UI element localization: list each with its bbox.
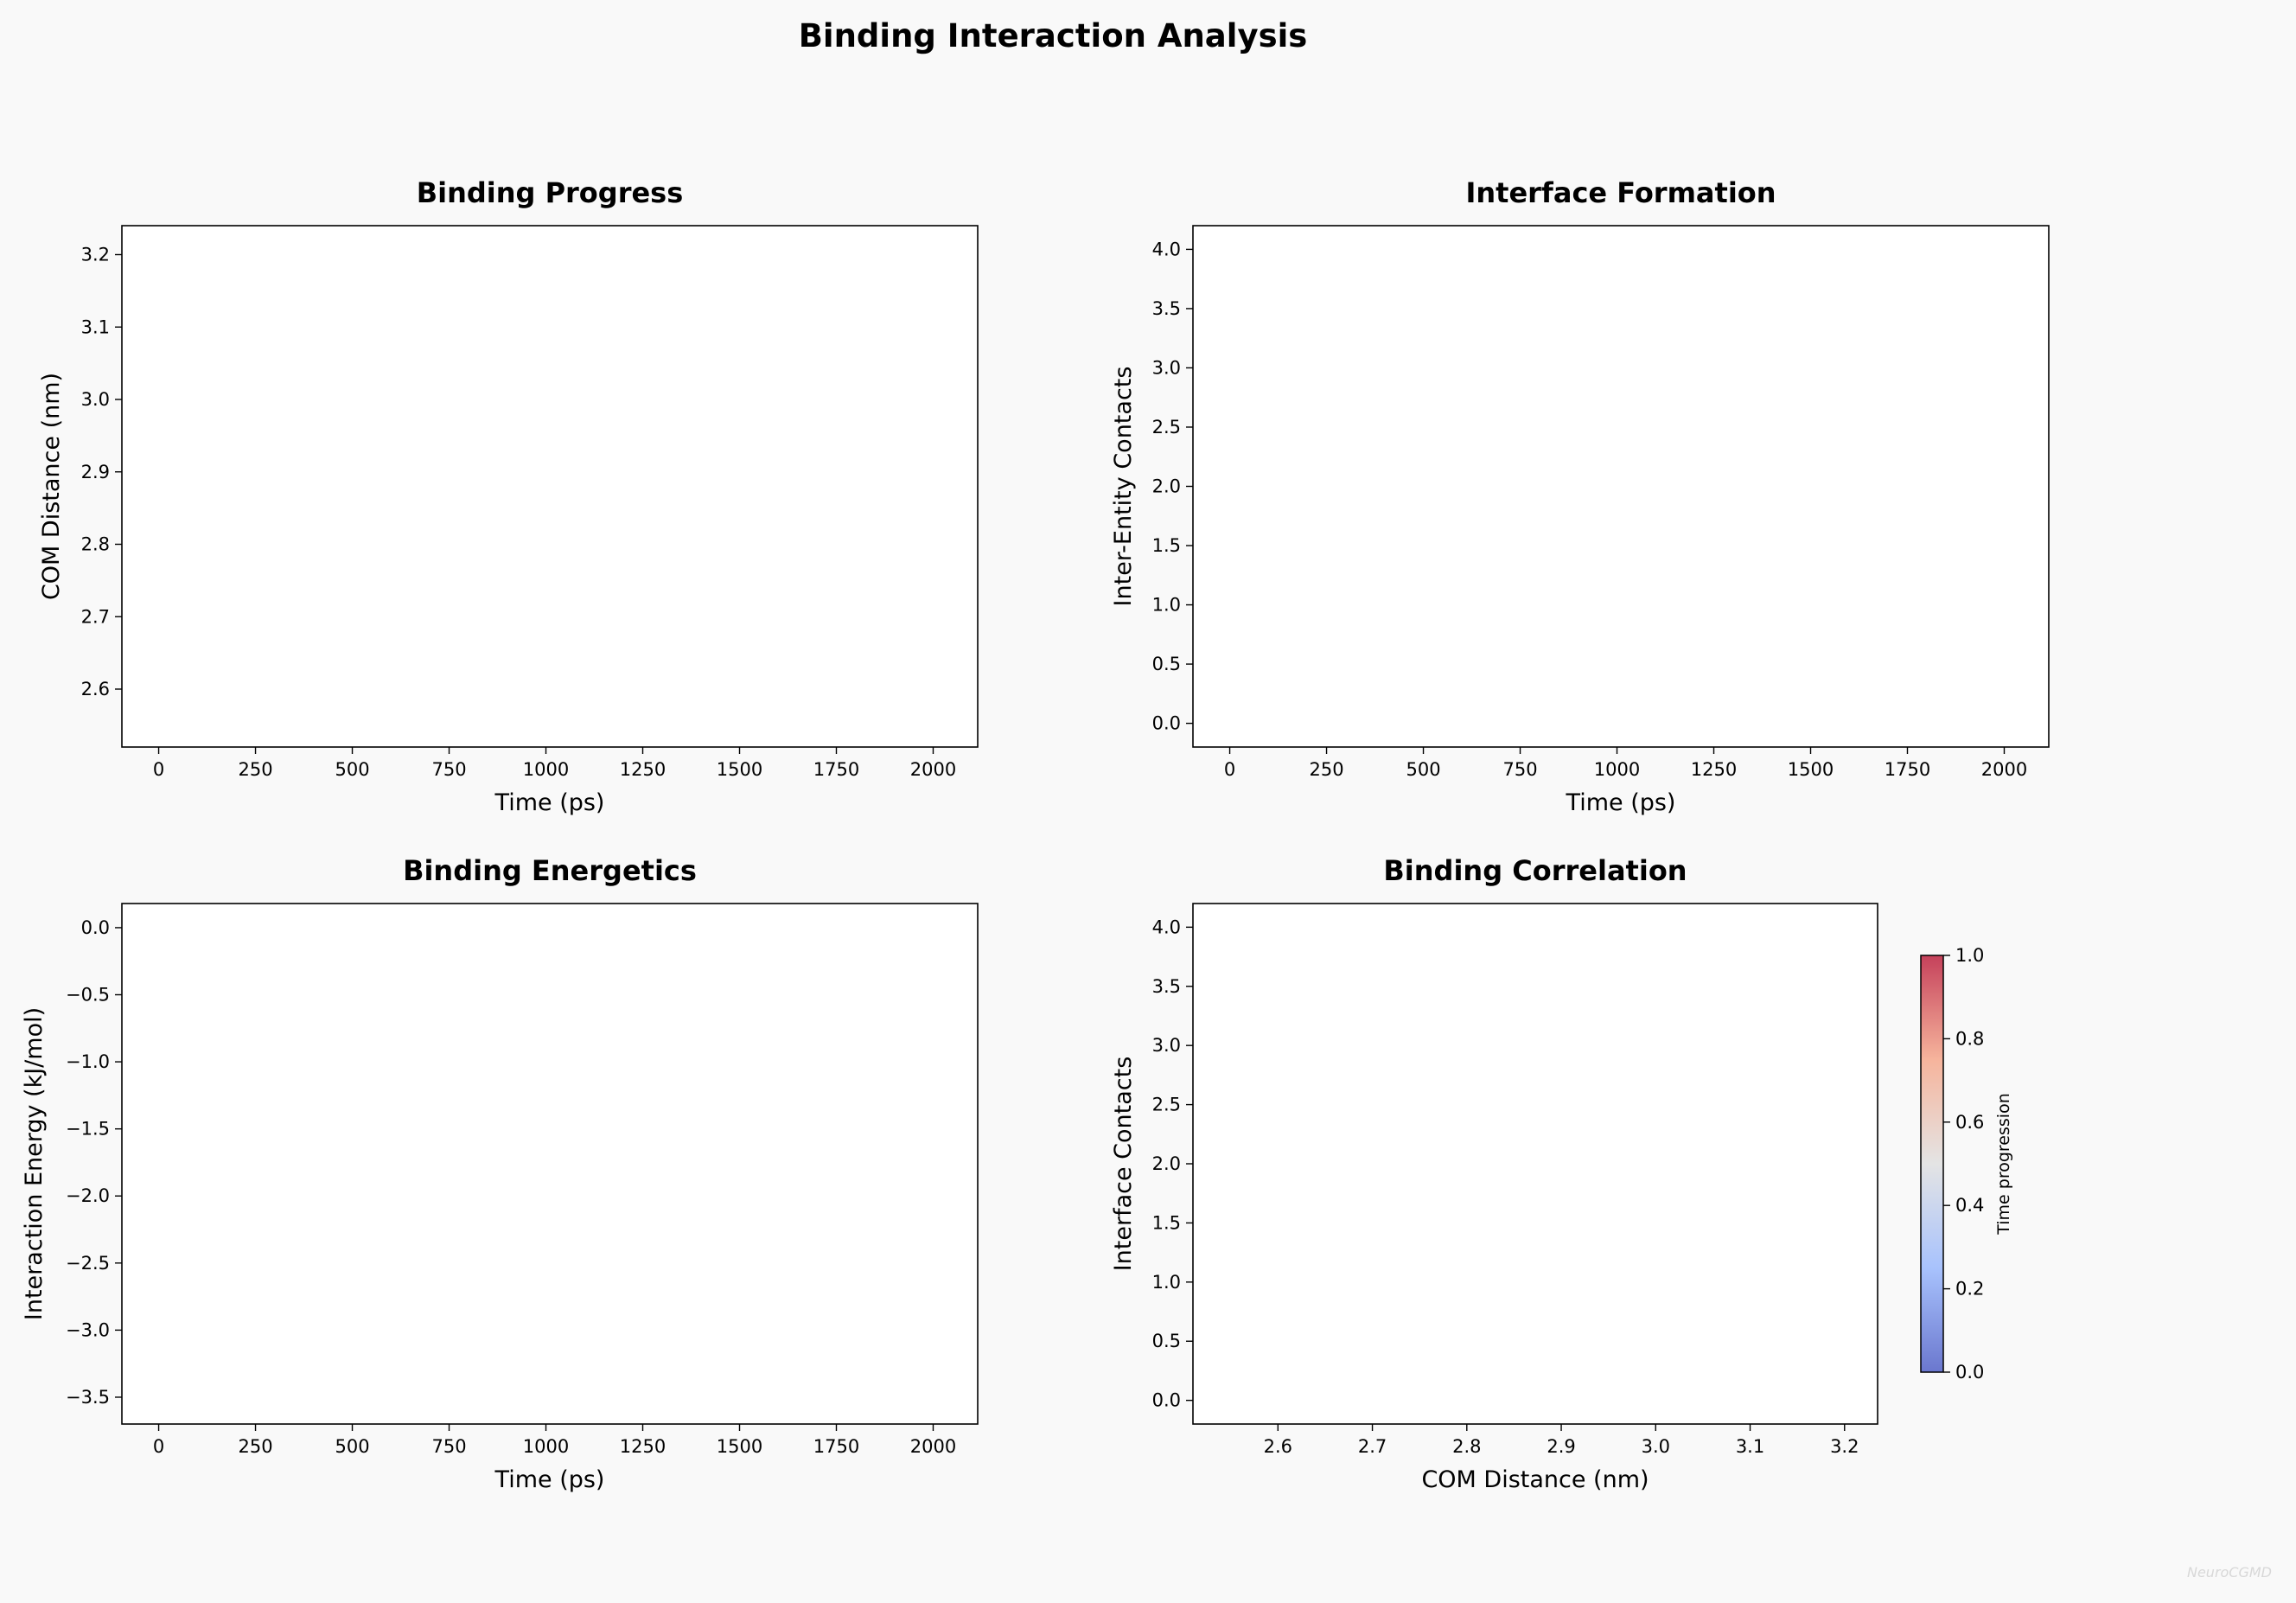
colorbar-bar	[1920, 955, 1944, 1373]
y-tick-label: 0.0	[81, 917, 110, 938]
y-tick-label: −1.0	[66, 1051, 110, 1072]
panel-binding-correlation: Binding Correlation 2.6 2.7 2.8 2.9 3.0 3.1 3.2…	[1110, 854, 1878, 1493]
panel-binding-progress: Binding Progress 0 250 500 750 1000 1250 1500 17…	[38, 176, 979, 816]
y-tick-label: 1.0	[1152, 595, 1181, 616]
axes-frame	[121, 225, 979, 748]
y-tick-label: 0.0	[1152, 713, 1181, 734]
y-tick-label: 0.5	[1152, 1331, 1181, 1351]
y-tick-label: −1.5	[66, 1119, 110, 1140]
x-tick-label: 250	[239, 1436, 273, 1457]
x-tick-label: 2.6	[1264, 1436, 1292, 1457]
panel-title: Binding Energetics	[403, 854, 697, 887]
x-tick-label: 2000	[1981, 759, 2027, 780]
colorbar-tick-label: 0.4	[1955, 1195, 1984, 1216]
y-tick-label: 3.5	[1152, 976, 1181, 997]
y-axis-label: COM Distance (nm)	[38, 373, 65, 600]
axes-frame	[1192, 225, 2050, 748]
x-axis-label: Time (ps)	[494, 789, 605, 816]
x-tick-label: 0	[1224, 759, 1235, 780]
colorbar: 0.0 0.2 0.4 0.6 0.8 1.0 Time progression	[1920, 945, 2013, 1383]
x-tick-label: 1250	[620, 1436, 666, 1457]
x-tick-label: 1500	[1788, 759, 1834, 780]
figure-title: Binding Interaction Analysis	[799, 17, 1308, 54]
y-tick-label: 0.5	[1152, 654, 1181, 674]
x-tick-label: 2.7	[1358, 1436, 1387, 1457]
y-tick-label: −2.0	[66, 1185, 110, 1206]
y-axis-label: Inter-Entity Contacts	[1110, 367, 1137, 607]
x-tick-label: 500	[335, 759, 369, 780]
x-tick-label: 3.1	[1736, 1436, 1764, 1457]
y-tick-label: 2.5	[1152, 1095, 1181, 1115]
x-tick-label: 1000	[523, 1436, 569, 1457]
x-tick-label: 2.9	[1547, 1436, 1575, 1457]
y-tick-label: 2.8	[81, 534, 110, 555]
x-tick-label: 3.2	[1830, 1436, 1859, 1457]
colorbar-label: Time progression	[1994, 1093, 2013, 1236]
x-tick-label: 0	[153, 759, 164, 780]
x-tick-label: 1500	[717, 759, 762, 780]
x-tick-label: 250	[1310, 759, 1344, 780]
colorbar-tick-label: 0.2	[1955, 1279, 1984, 1300]
x-tick-label: 1750	[813, 1436, 859, 1457]
x-axis-label: Time (ps)	[1566, 789, 1676, 816]
y-axis-label: Interaction Energy (kJ/mol)	[21, 1007, 48, 1320]
panel-title: Interface Formation	[1465, 176, 1776, 209]
colorbar-tick-label: 1.0	[1955, 945, 1984, 966]
x-tick-label: 500	[335, 1436, 369, 1457]
y-tick-label: 0.0	[1152, 1390, 1181, 1411]
x-tick-label: 2.8	[1452, 1436, 1481, 1457]
y-tick-label: 2.0	[1152, 476, 1181, 497]
x-tick-label: 750	[1502, 759, 1537, 780]
axes-frame	[121, 903, 979, 1425]
y-tick-label: 3.5	[1152, 298, 1181, 319]
y-tick-label: 3.0	[81, 389, 110, 410]
watermark: NeuroCGMD	[2187, 1564, 2272, 1581]
x-tick-label: 0	[153, 1436, 164, 1457]
y-axis-label: Interface Contacts	[1110, 1057, 1137, 1272]
x-tick-label: 1250	[620, 759, 666, 780]
x-tick-label: 2000	[910, 759, 956, 780]
y-tick-label: −0.5	[66, 985, 110, 1006]
x-tick-label: 2000	[910, 1436, 956, 1457]
x-tick-label: 1250	[1691, 759, 1737, 780]
panel-binding-energetics: Binding Energetics 0 250 500 750 1000 1250 1500…	[21, 854, 979, 1493]
y-tick-label: 2.9	[81, 462, 110, 482]
x-tick-label: 1000	[1594, 759, 1640, 780]
y-tick-label: −3.0	[66, 1319, 110, 1340]
axes-frame	[1192, 903, 1878, 1425]
x-tick-label: 750	[431, 759, 466, 780]
y-tick-label: 1.5	[1152, 1212, 1181, 1233]
x-tick-label: 500	[1406, 759, 1440, 780]
y-tick-label: 3.0	[1152, 1035, 1181, 1056]
x-tick-label: 1000	[523, 759, 569, 780]
y-tick-label: 2.5	[1152, 417, 1181, 437]
colorbar-tick-label: 0.0	[1955, 1362, 1984, 1383]
x-tick-label: 1750	[813, 759, 859, 780]
y-tick-label: 3.1	[81, 316, 110, 337]
colorbar-tick-label: 0.6	[1955, 1112, 1984, 1133]
y-tick-label: 3.2	[81, 245, 110, 265]
x-tick-label: 750	[431, 1436, 466, 1457]
y-tick-label: 2.7	[81, 606, 110, 627]
x-tick-label: 250	[239, 759, 273, 780]
y-tick-label: −2.5	[66, 1253, 110, 1274]
y-tick-label: 4.0	[1152, 239, 1181, 259]
y-tick-label: −3.5	[66, 1387, 110, 1408]
y-tick-label: 2.6	[81, 679, 110, 699]
y-tick-label: 2.0	[1152, 1153, 1181, 1174]
y-tick-label: 4.0	[1152, 916, 1181, 937]
y-tick-label: 3.0	[1152, 357, 1181, 378]
x-axis-label: COM Distance (nm)	[1421, 1466, 1649, 1493]
colorbar-tick-label: 0.8	[1955, 1028, 1984, 1049]
x-tick-label: 1750	[1885, 759, 1930, 780]
panel-interface-formation: Interface Formation 0 250 500 750 1000 1250 150…	[1110, 176, 2050, 816]
x-tick-label: 3.0	[1642, 1436, 1670, 1457]
y-tick-label: 1.0	[1152, 1272, 1181, 1293]
panel-title: Binding Correlation	[1383, 854, 1687, 887]
x-axis-label: Time (ps)	[494, 1466, 605, 1493]
x-tick-label: 1500	[717, 1436, 762, 1457]
panel-title: Binding Progress	[417, 176, 684, 209]
y-tick-label: 1.5	[1152, 535, 1181, 556]
